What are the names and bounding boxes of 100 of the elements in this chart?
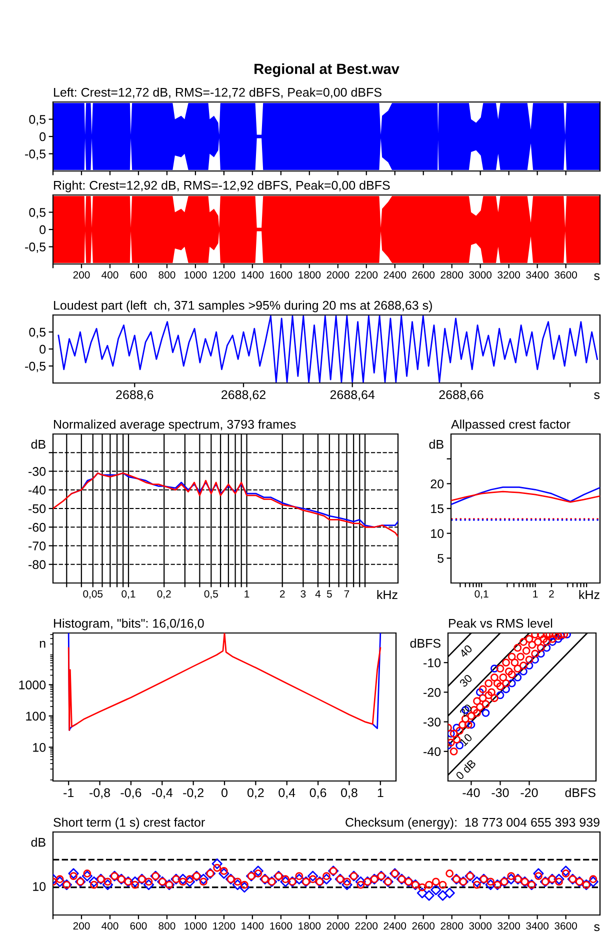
y-axis-title: dB [31, 440, 46, 449]
y-axis-title: n [40, 640, 46, 648]
x-tick-label: 2 [549, 590, 554, 598]
x-tick-label: 1400 [242, 922, 264, 930]
x-tick-label: 4 [315, 590, 321, 598]
y-tick-label: -80 [28, 560, 46, 570]
x-tick-label: 800 [158, 922, 176, 930]
x-tick-label: 2200 [355, 922, 378, 930]
text: Checksum (energy): 18 773 004 655 393 939 [346, 818, 600, 830]
text: 10 [459, 733, 473, 746]
x-tick-label: 2688,64 [330, 390, 375, 401]
chart-title: Regional at Best.wav [254, 63, 400, 77]
x-tick-label: 200 [73, 922, 90, 930]
x-tick-label: 0,2 [157, 590, 171, 599]
x-tick-label: 1800 [298, 922, 321, 930]
x-tick-label: 3600 [554, 271, 577, 279]
y-tick-label: 0 [40, 344, 46, 354]
x-tick-label: 2688,6 [116, 390, 154, 401]
x-tick-label: -30 [492, 788, 509, 798]
x-axis-title: dBFS [565, 788, 596, 798]
y-tick-label: -40 [28, 486, 46, 495]
x-tick-label: 1200 [213, 922, 236, 930]
x-axis-title: s [594, 392, 600, 400]
x-tick-label: 2800 [440, 922, 464, 930]
x-tick-label: 3600 [554, 922, 577, 930]
x-tick-label: 2600 [412, 271, 435, 279]
y-tick-label: 15 [431, 504, 444, 514]
x-tick-label: 2688,62 [222, 390, 266, 401]
x-tick-label: 3000 [469, 922, 492, 930]
x-tick-label: 2000 [326, 271, 350, 279]
x-tick-label: 7 [344, 590, 350, 598]
chart-title: Loudest part (left ch, 371 samples >95% during 20 ms at 2688,63 s) [54, 300, 432, 312]
y-tick-label: 0,5 [29, 328, 46, 338]
chart-title: Normalized average spectrum, 3793 frames [54, 420, 296, 432]
x-tick-label: 2 [280, 590, 285, 598]
x-axis-title: s [594, 924, 600, 932]
chart-title: Peak vs RMS level [449, 618, 552, 628]
y-tick-label: 0 [40, 225, 46, 234]
x-tick-label: 5 [326, 590, 332, 598]
y-tick-label: -60 [28, 522, 46, 532]
x-tick-label: 0,1 [474, 590, 488, 599]
y-tick-label: 10 [431, 529, 444, 538]
x-tick-label: -0,8 [90, 788, 110, 799]
x-tick-label: -0,6 [120, 788, 142, 799]
x-tick-label: 1000 [184, 922, 207, 930]
x-tick-label: 1 [244, 590, 250, 598]
x-tick-label: 2600 [412, 922, 435, 930]
y-tick-label: 0,5 [29, 208, 46, 218]
x-tick-label: -0,4 [152, 788, 173, 799]
y-tick-label: -0,5 [25, 242, 46, 253]
x-tick-label: 1000 [184, 271, 207, 279]
x-tick-label: 3200 [498, 922, 520, 930]
y-tick-label: 0,5 [29, 115, 46, 126]
x-tick-label: 400 [102, 271, 118, 279]
x-tick-label: 2400 [384, 271, 406, 279]
x-tick-label: 0,5 [204, 590, 218, 599]
x-tick-label: 0 [222, 788, 228, 798]
y-tick-label: 1000 [19, 680, 46, 690]
x-tick-label: 3400 [526, 922, 549, 930]
text: 30 [459, 674, 473, 688]
y-tick-label: -30 [28, 467, 46, 476]
chart-title: Right: Crest=12,92 dB, RMS=-12,92 dBFS, Peak=0,00 dBFS [54, 180, 390, 192]
x-tick-label: 1600 [270, 271, 292, 279]
text: 20 [459, 703, 473, 718]
y-axis-title: dB [31, 838, 46, 847]
x-tick-label: 400 [102, 922, 118, 930]
y-axis-title: dBFS [410, 638, 440, 648]
y-tick-label: 10 [33, 743, 46, 752]
x-tick-label: 3200 [498, 271, 520, 279]
x-tick-label: 800 [158, 271, 176, 279]
x-tick-label: 0,6 [310, 788, 326, 799]
x-tick-label: 2000 [326, 922, 350, 930]
x-tick-label: 2200 [355, 271, 378, 279]
y-tick-label: -10 [424, 658, 441, 668]
x-tick-label: 1 [533, 590, 538, 598]
x-tick-label: -1 [64, 788, 74, 798]
y-tick-label: -30 [424, 718, 441, 726]
x-tick-label: 0,2 [247, 788, 264, 799]
x-tick-label: 0,1 [122, 590, 136, 599]
y-tick-label: -0,5 [25, 150, 46, 160]
y-tick-label: 5 [438, 554, 444, 563]
x-axis-title: s [594, 273, 600, 280]
y-tick-label: 20 [430, 479, 444, 488]
text: 40 [458, 644, 473, 658]
x-axis-title: kHz [377, 590, 398, 600]
x-tick-label: 0,05 [83, 590, 103, 599]
y-tick-label: 100 [26, 712, 46, 721]
x-tick-label: 1 [378, 788, 384, 798]
x-tick-label: 2800 [440, 271, 464, 279]
y-tick-label: -0,5 [25, 362, 46, 372]
x-tick-label: 2688,66 [439, 390, 484, 401]
y-tick-label: -20 [424, 688, 441, 697]
x-tick-label: 1200 [213, 271, 236, 279]
x-tick-label: 0,8 [341, 788, 358, 799]
x-tick-label: 0,4 [278, 788, 296, 799]
y-tick-label: -50 [28, 504, 46, 514]
x-tick-label: -0,2 [183, 788, 204, 799]
x-tick-label: -20 [520, 788, 538, 798]
x-tick-label: 1600 [270, 922, 292, 930]
x-tick-label: 1800 [298, 271, 321, 279]
